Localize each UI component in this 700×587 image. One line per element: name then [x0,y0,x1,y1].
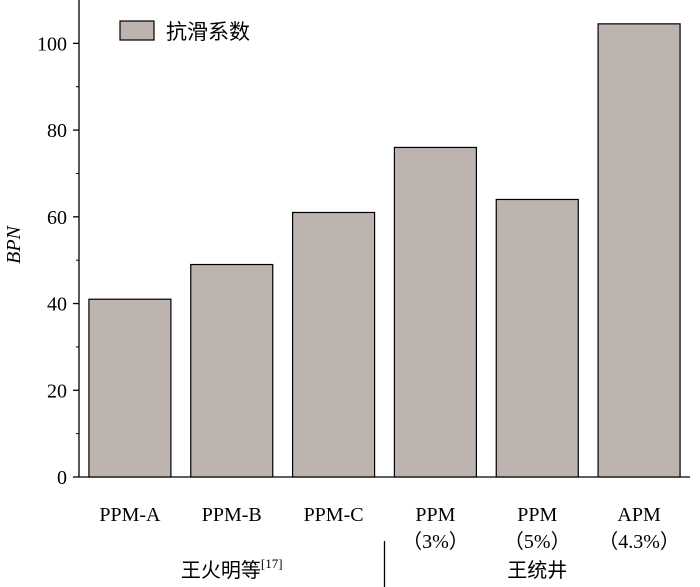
plot-area: 0 20 40 60 80 100 BPN PPM-A PPM-B PPM-C PPM （3%） PPM… [3,0,690,587]
x-tick-label: PPM-C [304,504,364,526]
y-tick-label: 40 [47,294,67,316]
legend-swatch [119,20,155,41]
y-tick-label: 100 [37,33,67,55]
y-tick-label: 80 [47,120,67,142]
x-tick-label: PPM [517,504,557,526]
y-tick-label: 0 [57,467,67,489]
y-axis-title: BPN [3,224,25,263]
bar [88,298,172,478]
group-label: 王火明等[17] [181,556,283,582]
x-tick-label: PPM [415,504,455,526]
bar [291,211,376,478]
group-citation: [17] [261,556,283,571]
bar [393,146,478,478]
bar [495,198,579,478]
x-tick-label: （4.3%） [598,530,680,553]
legend-label: 抗滑系数 [166,20,250,44]
bar [597,23,681,478]
x-tick-label: PPM-B [202,504,262,526]
x-tick-label: PPM-A [99,504,161,526]
bar [190,263,274,478]
y-tick-label: 20 [47,380,67,402]
y-tick-label: 60 [47,207,67,229]
x-tick-label: （5%） [504,530,571,553]
x-tick-label: （3%） [402,530,469,553]
x-tick-label: APM [617,504,661,526]
group-label: 王统井 [507,559,567,582]
